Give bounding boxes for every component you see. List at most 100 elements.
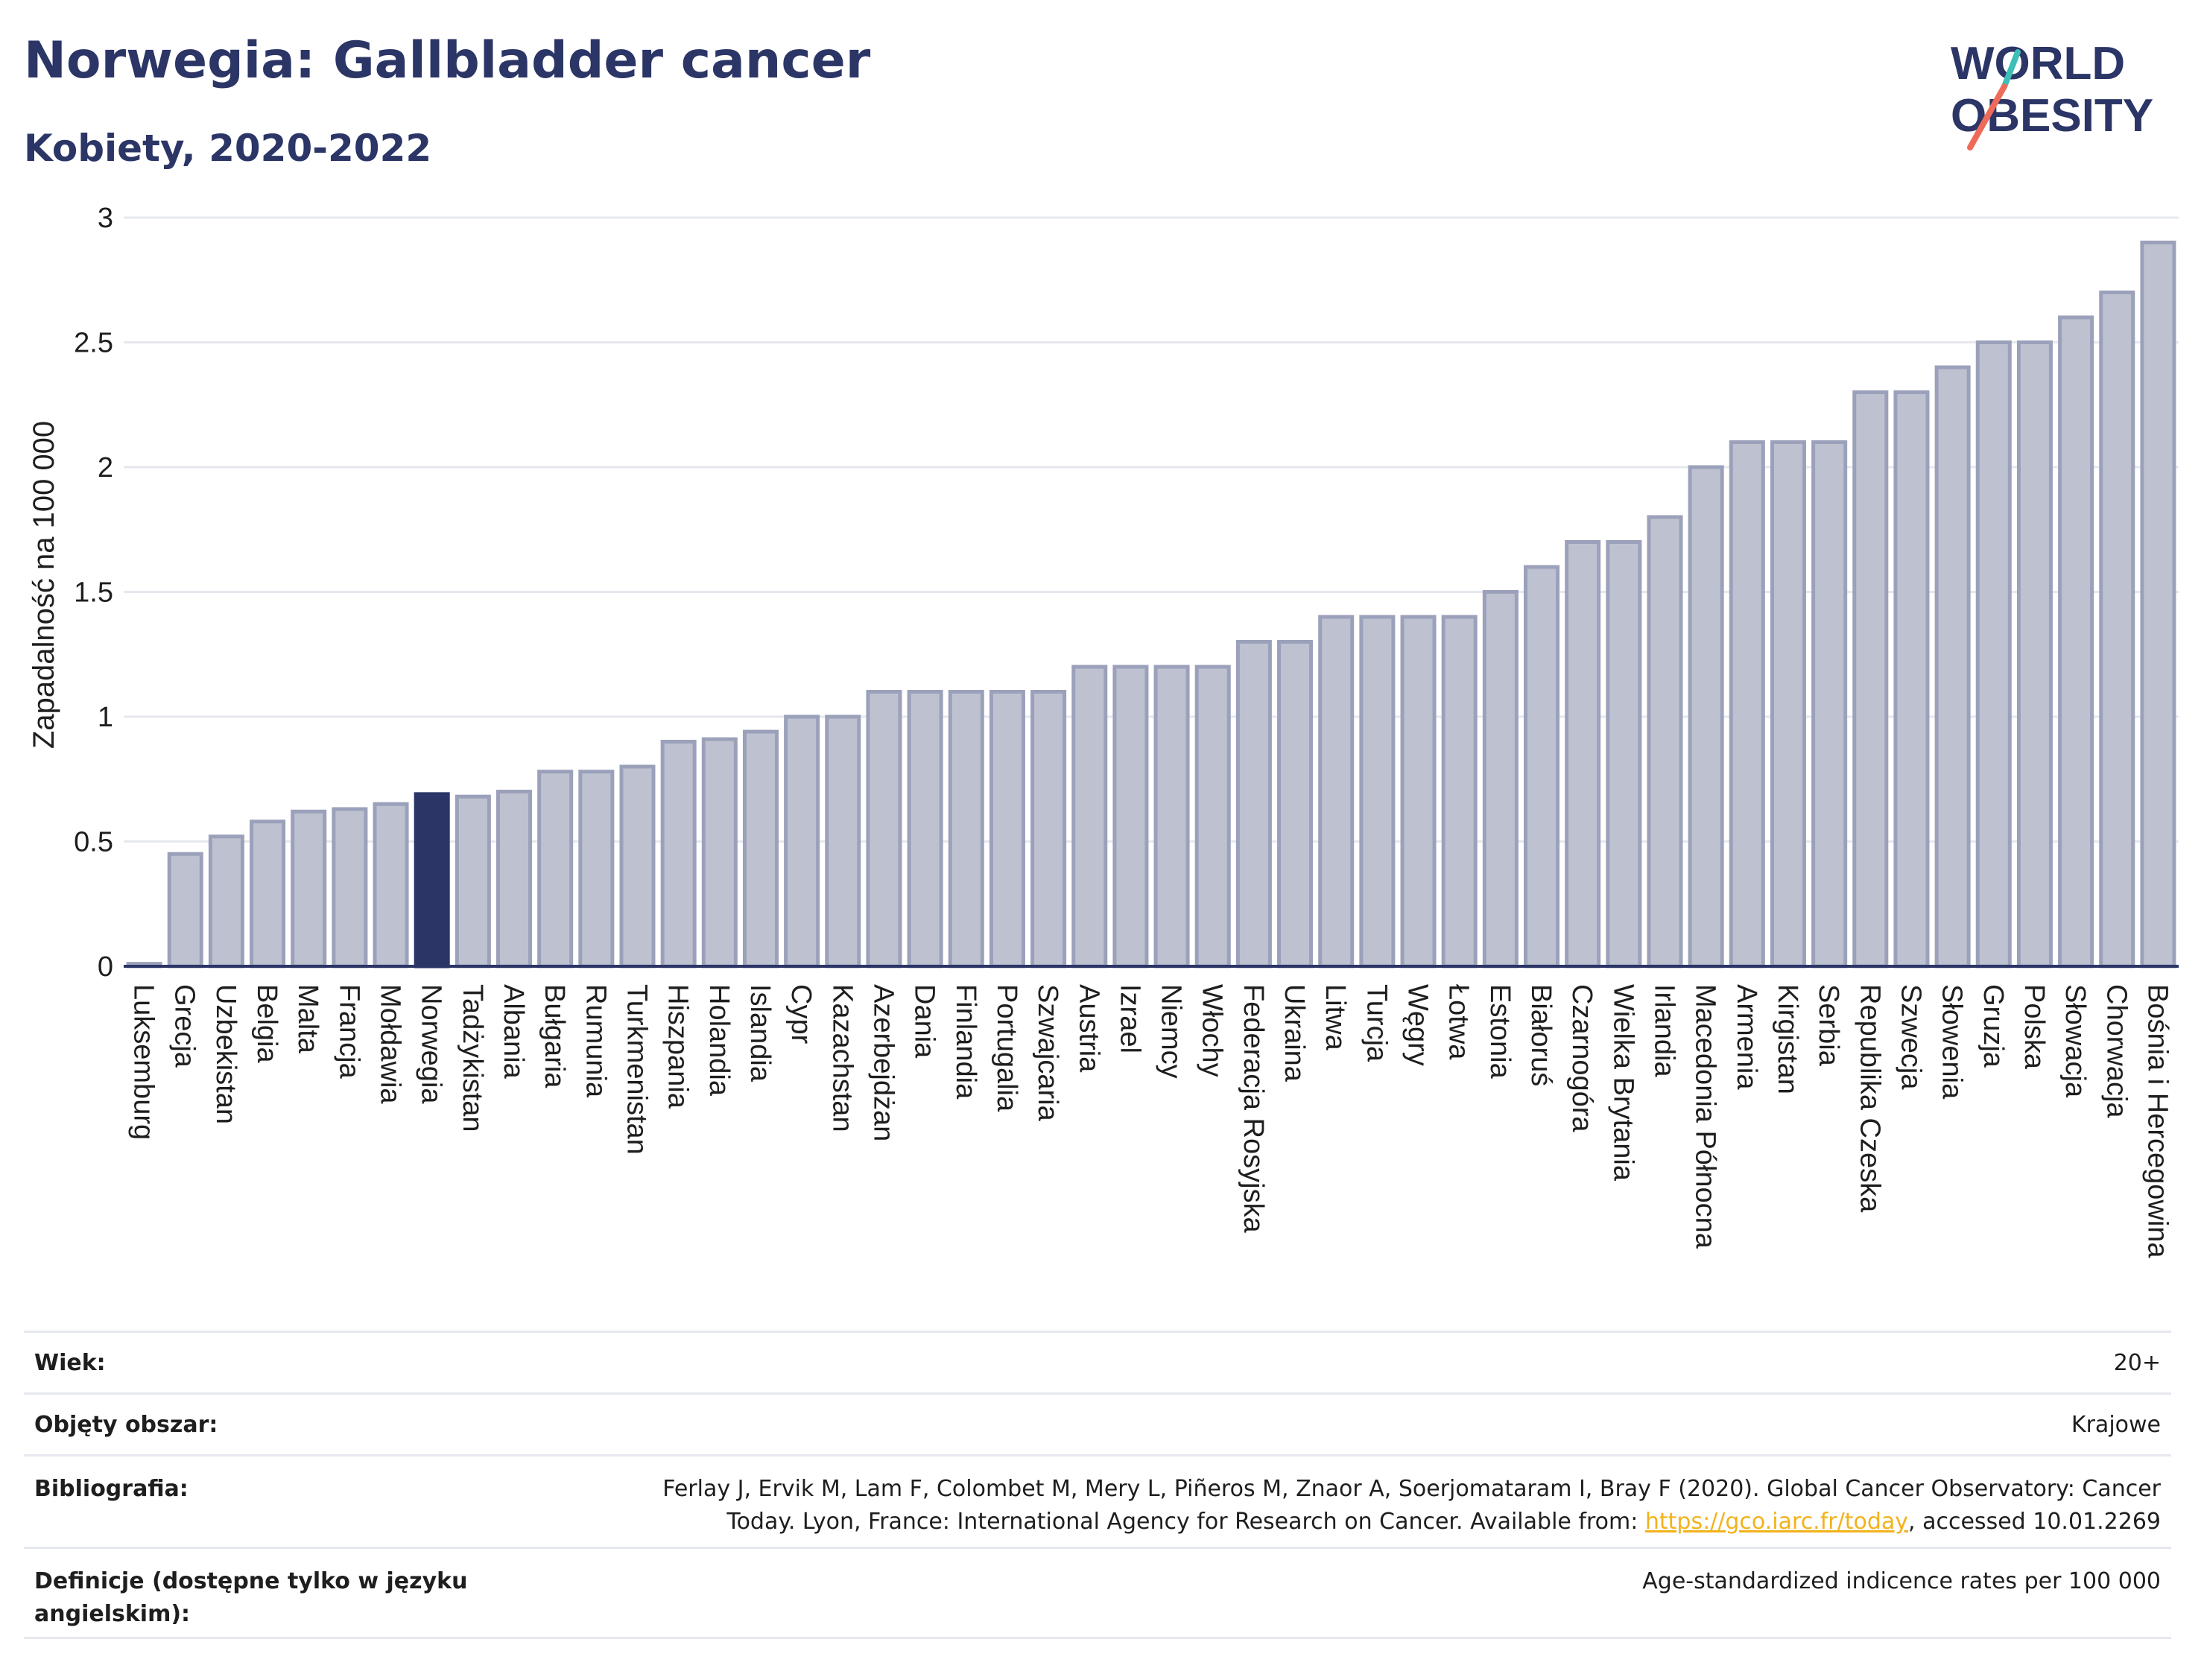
y-tick-labels: 0 0.5 1 1.5 2 2.5 3 bbox=[74, 203, 113, 983]
bar bbox=[291, 809, 327, 969]
bar bbox=[455, 794, 491, 969]
definitions-value: Age-standardized indicence rates per 100… bbox=[1642, 1568, 2161, 1594]
x-tick-label: Azerbejdżan bbox=[867, 984, 899, 1141]
bar bbox=[2058, 315, 2094, 969]
definitions-label-2: angielskim): bbox=[34, 1601, 191, 1627]
bar bbox=[1729, 440, 1765, 969]
x-tick-label: Uzbekistan bbox=[210, 984, 241, 1124]
bar bbox=[1647, 515, 1683, 969]
definitions-label: Definicje (dostępne tylko w języku angie… bbox=[24, 1565, 478, 1631]
bar bbox=[2140, 241, 2176, 969]
x-tick-label: Malta bbox=[292, 984, 323, 1054]
x-tick-label: Włochy bbox=[1197, 984, 1228, 1077]
bar bbox=[167, 852, 203, 969]
x-tick-label: Portugalia bbox=[991, 984, 1022, 1112]
metadata-table: Wiek: 20+ Objęty obszar: Krajowe Bibliog… bbox=[24, 1331, 2171, 1639]
bar bbox=[332, 807, 368, 969]
x-tick-label: Chorwacja bbox=[2100, 984, 2132, 1118]
area-value: Krajowe bbox=[2071, 1411, 2161, 1438]
y-tick-label: 2 bbox=[98, 452, 113, 484]
logo-line-world: WORLD bbox=[1951, 38, 2125, 89]
y-tick-label: 2.5 bbox=[74, 328, 113, 359]
chart-title: Norwegia: Gallbladder cancer bbox=[24, 31, 871, 90]
age-label: Wiek: bbox=[34, 1349, 106, 1376]
age-value: 20+ bbox=[2113, 1349, 2161, 1376]
x-tick-label: Federacja Rosyjska bbox=[1238, 984, 1269, 1234]
x-tick-label: Białoruś bbox=[1525, 984, 1557, 1086]
area-label: Objęty obszar: bbox=[34, 1411, 218, 1438]
bar bbox=[1071, 665, 1108, 969]
bar bbox=[1606, 540, 1642, 969]
bar-highlighted bbox=[414, 792, 450, 969]
bar bbox=[701, 737, 738, 969]
bar bbox=[208, 834, 244, 969]
x-tick-label: Kirgistan bbox=[1772, 984, 1803, 1094]
x-tick-label: Ukraina bbox=[1279, 984, 1310, 1083]
x-tick-label: Czarnogóra bbox=[1566, 984, 1597, 1132]
x-tick-label: Belgia bbox=[251, 984, 282, 1063]
x-tick-label: Armenia bbox=[1731, 984, 1762, 1090]
x-tick-label: Dania bbox=[909, 984, 940, 1059]
definitions-label-1: Definicje (dostępne tylko w języku bbox=[34, 1568, 468, 1594]
x-tick-label: Luksemburg bbox=[128, 984, 159, 1140]
bar bbox=[660, 740, 697, 969]
world-obesity-logo: WORLD OBESITY bbox=[1951, 38, 2153, 150]
x-tick-label: Gruzja bbox=[1977, 984, 2009, 1068]
x-tick-label: Polska bbox=[2018, 984, 2050, 1070]
bar bbox=[742, 729, 779, 969]
bar bbox=[1153, 665, 1190, 969]
bar bbox=[619, 764, 656, 969]
bar bbox=[989, 690, 1025, 969]
x-tick-label: Grecja bbox=[169, 984, 200, 1068]
x-tick-label: Macedonia Północna bbox=[1690, 984, 1721, 1249]
x-tick-label: Niemcy bbox=[1156, 984, 1187, 1079]
bar bbox=[1852, 390, 1889, 969]
bar bbox=[373, 802, 409, 969]
bar bbox=[1194, 665, 1231, 969]
bar-chart: 0 0.5 1 1.5 2 2.5 3 Luksemburg Grecja Uzbekistan… bbox=[28, 203, 2179, 1258]
meta-row-definitions: Definicje (dostępne tylko w języku angie… bbox=[24, 1547, 2171, 1639]
x-tick-label: Łotwa bbox=[1443, 984, 1475, 1060]
x-tick-label: Tadżykistan bbox=[457, 984, 488, 1132]
x-tick-label: Estonia bbox=[1484, 984, 1516, 1080]
x-tick-label: Norwegia bbox=[416, 984, 447, 1104]
x-tick-label: Bułgaria bbox=[539, 984, 570, 1088]
bar bbox=[1482, 590, 1519, 969]
y-tick-label: 0 bbox=[98, 951, 113, 983]
x-tick-label: Albania bbox=[498, 984, 529, 1080]
x-tick-label: Austria bbox=[1073, 984, 1104, 1073]
bibliography-link[interactable]: https://gco.iarc.fr/today bbox=[1644, 1509, 1909, 1535]
bar bbox=[1975, 340, 2012, 969]
bar bbox=[1811, 440, 1848, 969]
bar bbox=[1441, 615, 1478, 969]
bibliography-value: Ferlay J, Ervik M, Lam F, Colombet M, Me… bbox=[652, 1473, 2171, 1538]
meta-row-age: Wiek: 20+ bbox=[24, 1331, 2171, 1392]
x-tick-label: Holandia bbox=[703, 984, 735, 1097]
x-tick-label: Turkmenistan bbox=[621, 984, 653, 1155]
x-tick-label: Kazachstan bbox=[826, 984, 858, 1132]
x-tick-label: Serbia bbox=[1813, 984, 1844, 1067]
bar bbox=[1893, 390, 1930, 969]
bibliography-text-2: Today. Lyon, France: International Agenc… bbox=[726, 1509, 1645, 1535]
x-tick-label: Słowacja bbox=[2059, 984, 2091, 1098]
chart-subtitle: Kobiety, 2020-2022 bbox=[24, 127, 432, 170]
bar bbox=[1235, 640, 1272, 969]
bibliography-text-1: Ferlay J, Ervik M, Lam F, Colombet M, Me… bbox=[662, 1476, 2161, 1502]
bar bbox=[825, 714, 861, 969]
y-tick-label: 1.5 bbox=[74, 577, 113, 609]
x-tick-label: Hiszpania bbox=[662, 984, 694, 1109]
bar bbox=[1277, 640, 1314, 969]
x-tick-label: Mołdawia bbox=[375, 984, 406, 1104]
bar bbox=[1524, 565, 1560, 969]
x-tick-label: Bośnia i Hercegowina bbox=[2141, 984, 2173, 1258]
y-axis-label: Zapadalność na 100 000 bbox=[28, 421, 60, 749]
x-tick-label: Francja bbox=[333, 984, 364, 1080]
bar bbox=[1770, 440, 1806, 969]
bar bbox=[907, 690, 943, 969]
bar bbox=[1112, 665, 1149, 969]
x-tick-label: Szwecja bbox=[1895, 984, 1926, 1090]
x-tick-label: Irlandia bbox=[1649, 984, 1680, 1077]
bar bbox=[2099, 291, 2135, 969]
bibliography-text-3: , accessed 10.01.2269 bbox=[1908, 1509, 2161, 1535]
y-tick-label: 3 bbox=[98, 203, 113, 234]
